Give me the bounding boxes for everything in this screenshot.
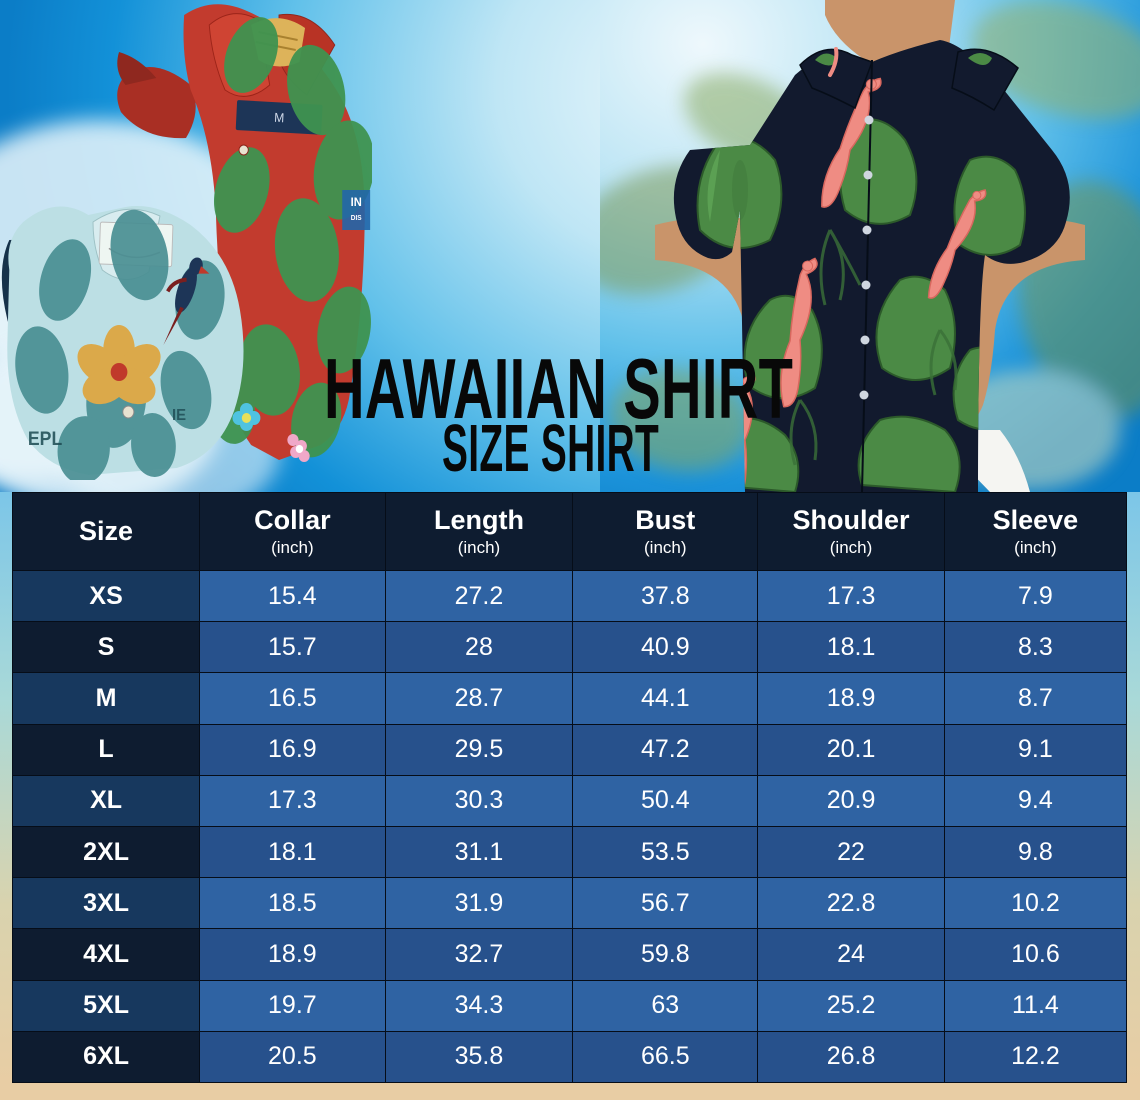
- svg-text:DIS: DIS: [351, 215, 362, 222]
- svg-text:EPL: EPL: [28, 427, 62, 449]
- svg-text:M: M: [274, 110, 285, 125]
- svg-text:IN: IN: [351, 197, 362, 209]
- svg-text:IE: IE: [172, 407, 186, 425]
